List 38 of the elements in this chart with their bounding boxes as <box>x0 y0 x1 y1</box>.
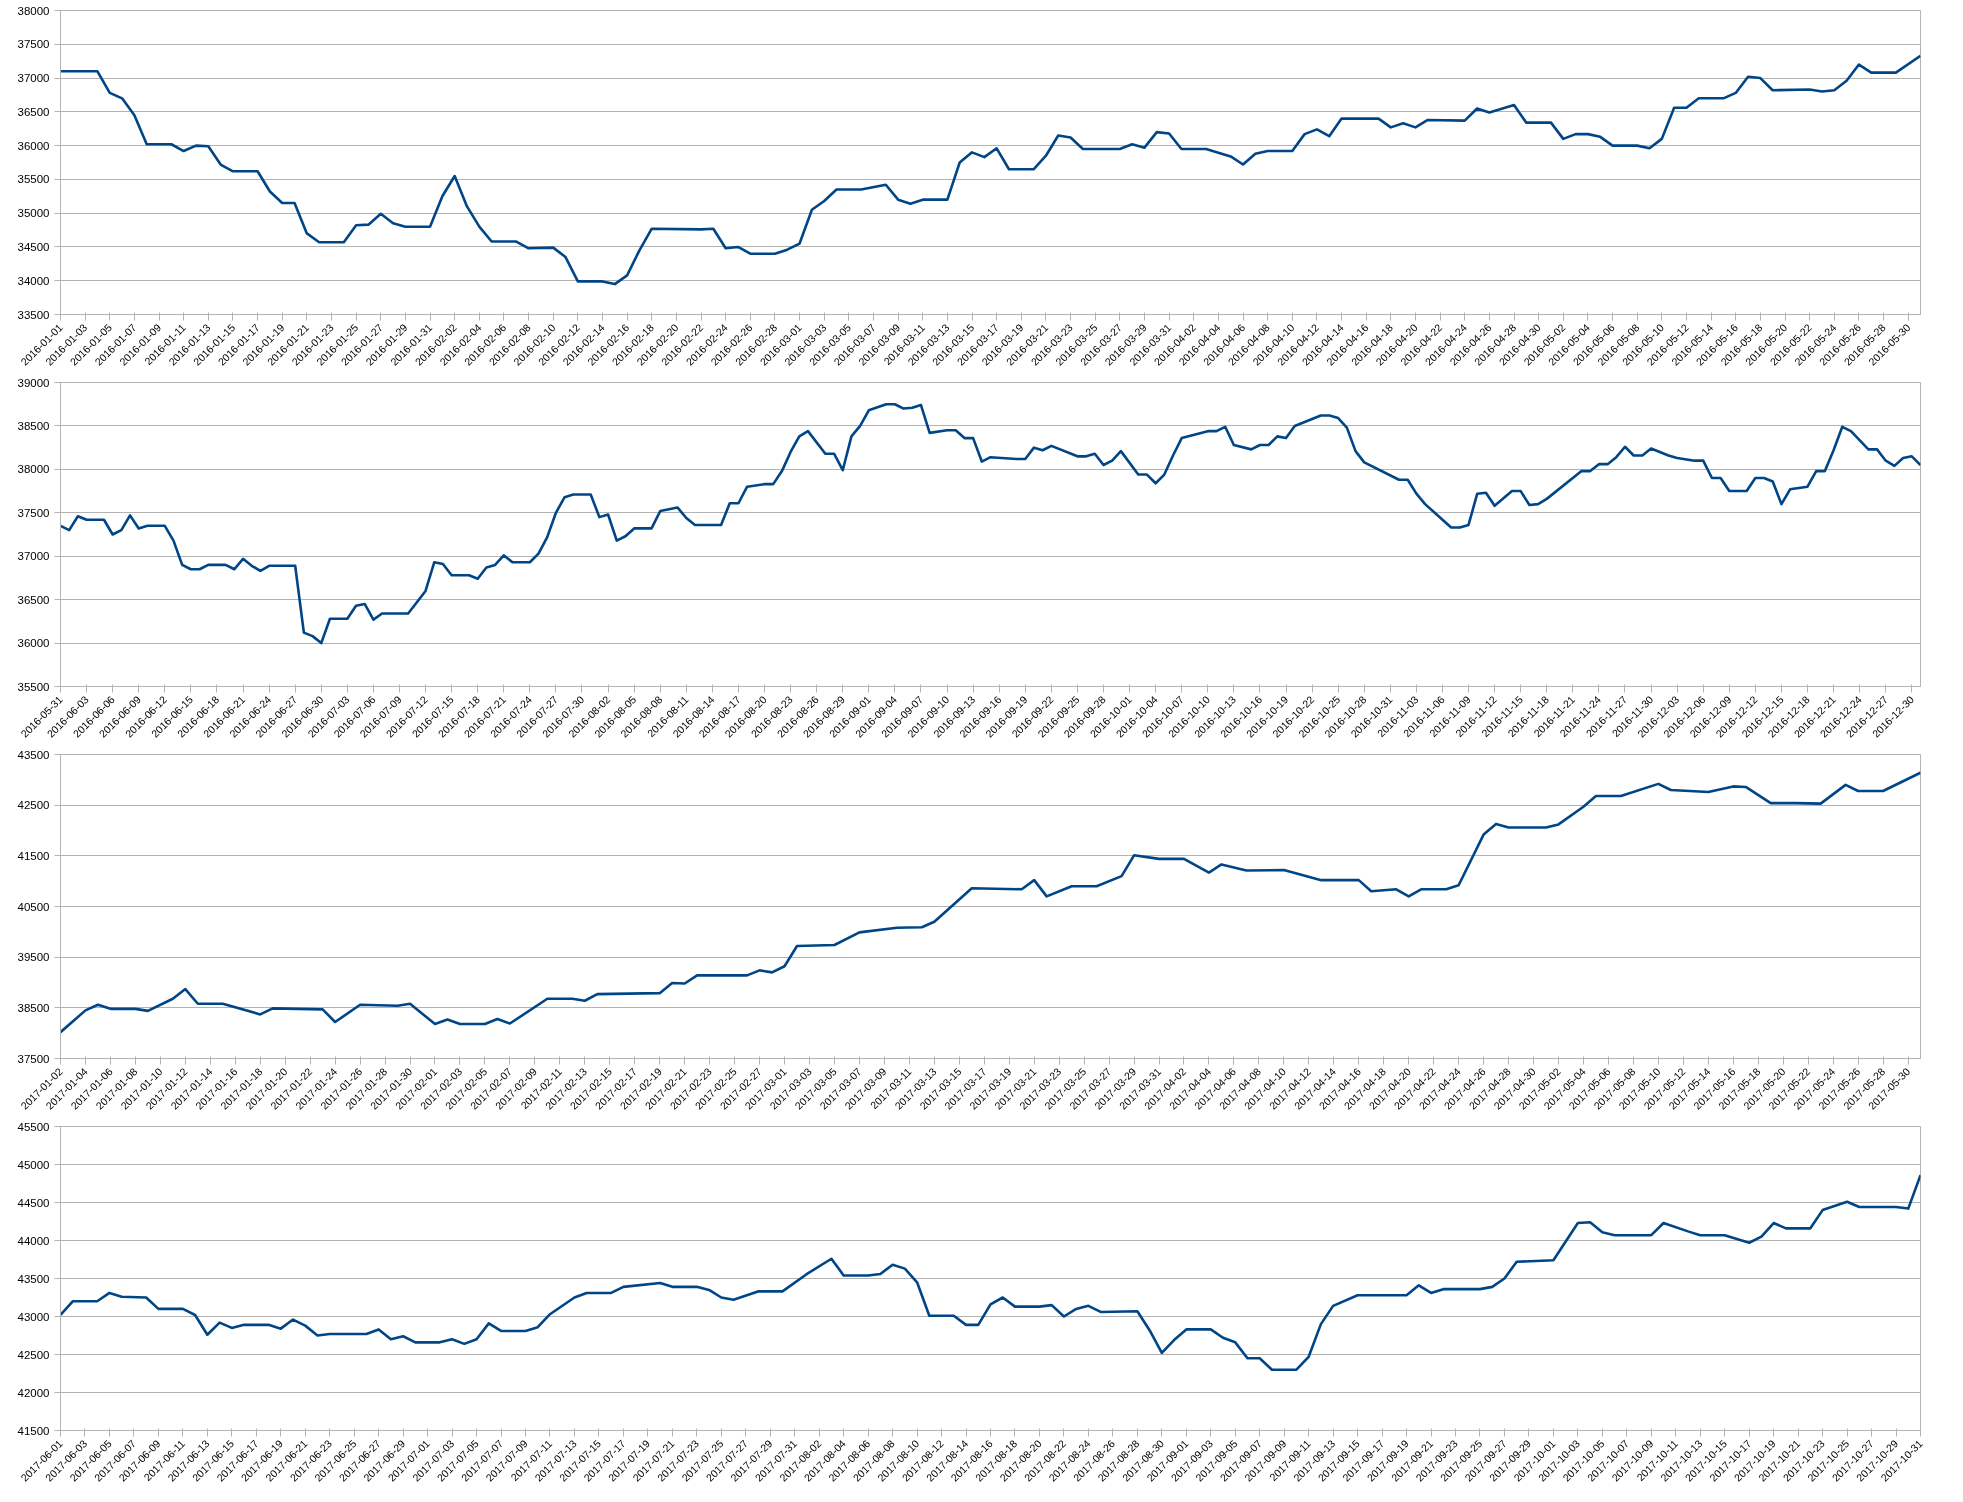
y-tick-label: 37000 <box>17 72 50 85</box>
y-tick-label: 34000 <box>17 274 50 287</box>
y-tick-label: 35500 <box>17 680 50 693</box>
y-tick-label: 36500 <box>17 105 50 118</box>
y-tick-label: 35500 <box>17 173 50 186</box>
y-tick-label: 35000 <box>17 207 50 220</box>
y-tick-label: 45000 <box>17 1158 50 1171</box>
y-tick-label: 43500 <box>17 1272 50 1285</box>
y-tick-label: 36000 <box>17 637 50 650</box>
line-series <box>60 1173 1921 1371</box>
y-tick-label: 36000 <box>17 139 50 152</box>
y-tick-label: 42500 <box>17 799 50 812</box>
line-series <box>60 771 1921 1034</box>
y-tick-label: 36500 <box>17 593 50 606</box>
y-tick-label: 37000 <box>17 550 50 563</box>
y-tick-label: 45500 <box>17 1120 50 1133</box>
y-tick-label: 43000 <box>17 1310 50 1323</box>
y-tick-label: 44000 <box>17 1234 50 1247</box>
y-tick-label: 34500 <box>17 240 50 253</box>
y-tick-label: 44500 <box>17 1196 50 1209</box>
y-tick-label: 39500 <box>17 951 50 964</box>
y-tick-label: 38500 <box>17 1001 50 1014</box>
y-tick-label: 37500 <box>17 506 50 519</box>
y-tick-label: 43500 <box>17 748 50 761</box>
y-tick-label: 38000 <box>17 463 50 476</box>
y-tick-label: 41500 <box>17 1424 50 1437</box>
y-tick-label: 40500 <box>17 900 50 913</box>
y-tick-label: 37500 <box>17 38 50 51</box>
y-tick-label: 42000 <box>17 1386 50 1399</box>
y-tick-label: 38000 <box>17 4 50 17</box>
line-series <box>60 402 1921 645</box>
y-tick-label: 42500 <box>17 1348 50 1361</box>
y-tick-label: 39000 <box>17 376 50 389</box>
y-tick-label: 33500 <box>17 308 50 321</box>
line-series <box>60 54 1921 286</box>
y-tick-label: 38500 <box>17 419 50 432</box>
y-tick-label: 37500 <box>17 1052 50 1065</box>
y-tick-label: 41500 <box>17 849 50 862</box>
